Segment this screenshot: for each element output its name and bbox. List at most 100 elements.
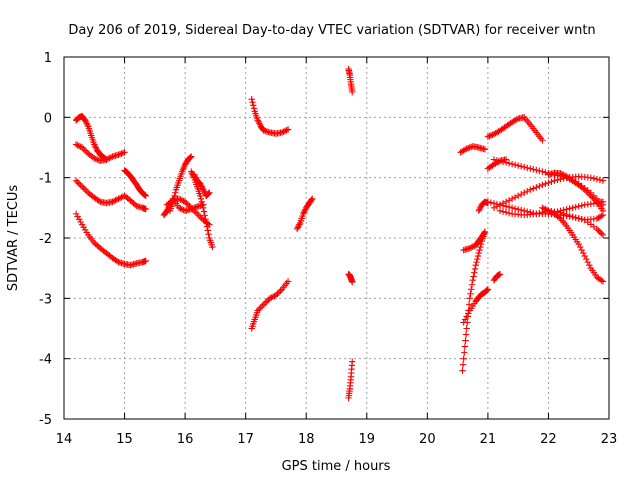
data-point xyxy=(256,305,263,313)
data-point xyxy=(269,293,277,301)
data-point xyxy=(255,118,262,126)
data-point xyxy=(75,216,83,223)
series-arc-19 xyxy=(460,286,492,326)
data-point xyxy=(92,155,99,163)
data-point xyxy=(81,186,89,193)
data-point xyxy=(197,192,204,199)
data-point xyxy=(513,116,520,123)
data-point xyxy=(581,186,588,193)
data-point xyxy=(469,277,476,284)
data-point xyxy=(557,175,564,183)
data-point xyxy=(483,287,490,294)
data-point xyxy=(201,212,208,219)
data-point xyxy=(472,261,479,269)
data-point xyxy=(82,118,90,126)
data-point xyxy=(74,142,81,149)
data-point xyxy=(189,206,196,213)
data-point xyxy=(470,273,477,280)
data-point xyxy=(499,200,507,207)
data-point xyxy=(205,231,212,238)
data-point xyxy=(92,240,99,248)
data-point xyxy=(254,117,261,124)
data-point xyxy=(112,197,119,204)
data-point xyxy=(464,313,472,320)
data-point xyxy=(586,261,593,269)
x-tick-labels: 14 15 16 17 18 19 20 21 22 23 xyxy=(56,432,618,447)
data-point xyxy=(283,126,290,134)
data-point xyxy=(119,149,127,157)
data-point xyxy=(487,199,495,206)
data-point xyxy=(115,151,122,158)
data-point xyxy=(578,202,585,209)
series-arc-13 xyxy=(293,195,316,233)
y-tick-label: -1 xyxy=(39,172,52,187)
data-point xyxy=(511,205,519,212)
data-point xyxy=(204,220,212,227)
data-point xyxy=(84,121,91,129)
data-point xyxy=(490,204,498,212)
data-point xyxy=(524,164,531,172)
data-point xyxy=(308,196,315,204)
data-point xyxy=(527,186,534,193)
data-point xyxy=(128,198,136,206)
data-point xyxy=(80,145,87,153)
series-arc-3 xyxy=(72,177,149,213)
data-point xyxy=(514,162,522,169)
data-point xyxy=(200,186,207,193)
data-point xyxy=(272,292,280,299)
data-point xyxy=(75,180,83,187)
data-point xyxy=(257,304,265,311)
y-axis-label: SDTVAR / TECUs xyxy=(6,185,21,292)
series-arc-11 xyxy=(248,96,292,137)
data-point xyxy=(577,243,584,251)
data-point xyxy=(177,196,184,203)
data-point xyxy=(483,286,491,294)
series-arc-31 xyxy=(545,210,607,239)
x-tick-label: 20 xyxy=(419,432,436,447)
data-point xyxy=(598,277,605,284)
data-point xyxy=(563,206,570,213)
data-point xyxy=(464,319,471,326)
data-point xyxy=(459,367,466,374)
x-tick-label: 23 xyxy=(601,432,618,447)
data-point xyxy=(116,194,124,202)
data-point xyxy=(94,242,101,249)
data-point xyxy=(110,197,118,205)
data-point xyxy=(277,287,284,294)
data-point xyxy=(474,255,481,263)
data-point xyxy=(593,225,601,233)
data-point xyxy=(463,325,470,332)
data-point xyxy=(496,271,504,278)
data-point xyxy=(200,204,207,212)
x-tick-label: 22 xyxy=(540,432,557,447)
data-point xyxy=(551,177,558,184)
data-point xyxy=(545,179,552,186)
data-point xyxy=(481,146,489,153)
x-tick-label: 17 xyxy=(237,432,254,447)
data-point xyxy=(197,213,204,221)
data-point xyxy=(118,150,125,157)
series-arc-1 xyxy=(72,141,128,164)
data-point xyxy=(250,105,258,112)
data-point xyxy=(198,198,205,205)
data-point xyxy=(530,166,537,173)
y-tick-label: 1 xyxy=(44,51,52,66)
data-point xyxy=(471,265,479,273)
data-point xyxy=(477,204,484,212)
data-point xyxy=(141,191,149,199)
data-point xyxy=(587,174,595,181)
data-point xyxy=(536,167,543,175)
data-point xyxy=(575,203,582,210)
data-point xyxy=(200,188,208,195)
data-point xyxy=(195,212,202,219)
data-point xyxy=(475,249,483,257)
x-tick-label: 14 xyxy=(56,432,73,447)
data-point xyxy=(476,246,483,254)
data-point xyxy=(72,177,80,184)
data-point xyxy=(511,161,519,169)
data-point xyxy=(484,286,492,293)
data-point xyxy=(127,197,134,204)
data-point xyxy=(248,96,255,103)
data-point xyxy=(468,244,475,251)
data-point xyxy=(194,210,201,218)
